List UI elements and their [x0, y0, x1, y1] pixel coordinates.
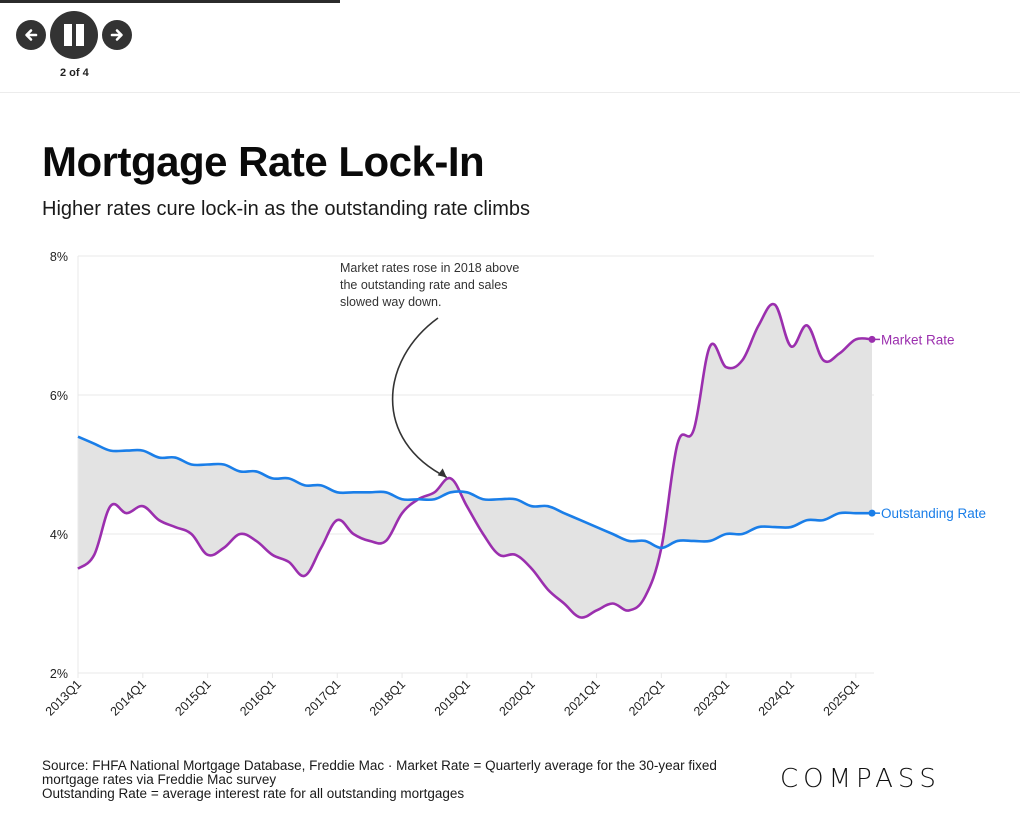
y-tick-label: 6%	[50, 389, 68, 403]
header-divider	[0, 92, 1020, 93]
y-axis-ticks: 2% 4% 6% 8%	[50, 250, 68, 681]
market-rate-label: Market Rate	[881, 332, 955, 347]
annotation-text-line: slowed way down.	[340, 295, 441, 309]
previous-button[interactable]	[16, 20, 46, 50]
slide-counter: 2 of 4	[60, 67, 89, 79]
x-tick-label: 2014Q1	[108, 677, 149, 718]
y-tick-label: 4%	[50, 528, 68, 542]
compass-logo: COMPASS	[780, 764, 941, 794]
outstanding-rate-line	[77, 435, 872, 550]
annotation: Market rates rose in 2018 above the outst…	[340, 261, 519, 479]
x-tick-label: 2013Q1	[43, 677, 84, 718]
source-line-2: Outstanding Rate = average interest rate…	[42, 786, 465, 801]
x-tick-label: 2025Q1	[821, 677, 862, 718]
series-end-labels: Market Rate Outstanding Rate	[868, 332, 986, 521]
y-tick-label: 8%	[50, 250, 68, 264]
next-button[interactable]	[102, 20, 132, 50]
annotation-text-line: the outstanding rate and sales	[340, 278, 507, 292]
arrow-left-icon	[25, 29, 38, 41]
x-tick-label: 2019Q1	[432, 677, 473, 718]
chart-title: Mortgage Rate Lock-In	[42, 138, 485, 185]
source-line-1: Source: FHFA National Mortgage Database,…	[42, 758, 717, 787]
annotation-text-line: Market rates rose in 2018 above	[340, 261, 519, 275]
source-footnote: Source: FHFA National Mortgage Database,…	[42, 759, 762, 801]
x-tick-label: 2017Q1	[302, 677, 343, 718]
x-tick-label: 2015Q1	[172, 677, 213, 718]
outstanding-rate-label: Outstanding Rate	[881, 506, 986, 521]
chart-subtitle: Higher rates cure lock-in as the outstan…	[42, 198, 531, 220]
arrow-right-icon	[110, 29, 123, 41]
slideshow-progress-bar	[0, 0, 340, 3]
market-rate-line	[77, 302, 873, 619]
pause-icon	[64, 24, 84, 46]
x-tick-label: 2023Q1	[691, 677, 732, 718]
x-tick-label: 2024Q1	[756, 677, 797, 718]
annotation-arrow	[391, 317, 448, 479]
x-tick-label: 2022Q1	[626, 677, 667, 718]
x-tick-label: 2021Q1	[561, 677, 602, 718]
x-axis-ticks: 2013Q1 2014Q1 2015Q1 2016Q1 2017Q1 2018Q1 2019…	[43, 673, 862, 719]
x-tick-label: 2018Q1	[367, 677, 408, 718]
x-tick-label: 2020Q1	[496, 677, 537, 718]
x-tick-label: 2016Q1	[237, 677, 278, 718]
slideshow-controls	[16, 11, 132, 59]
y-tick-label: 2%	[50, 667, 68, 681]
annotation-arrowhead	[437, 468, 447, 478]
gap-fill-area	[78, 304, 872, 618]
pause-button[interactable]	[50, 11, 98, 59]
